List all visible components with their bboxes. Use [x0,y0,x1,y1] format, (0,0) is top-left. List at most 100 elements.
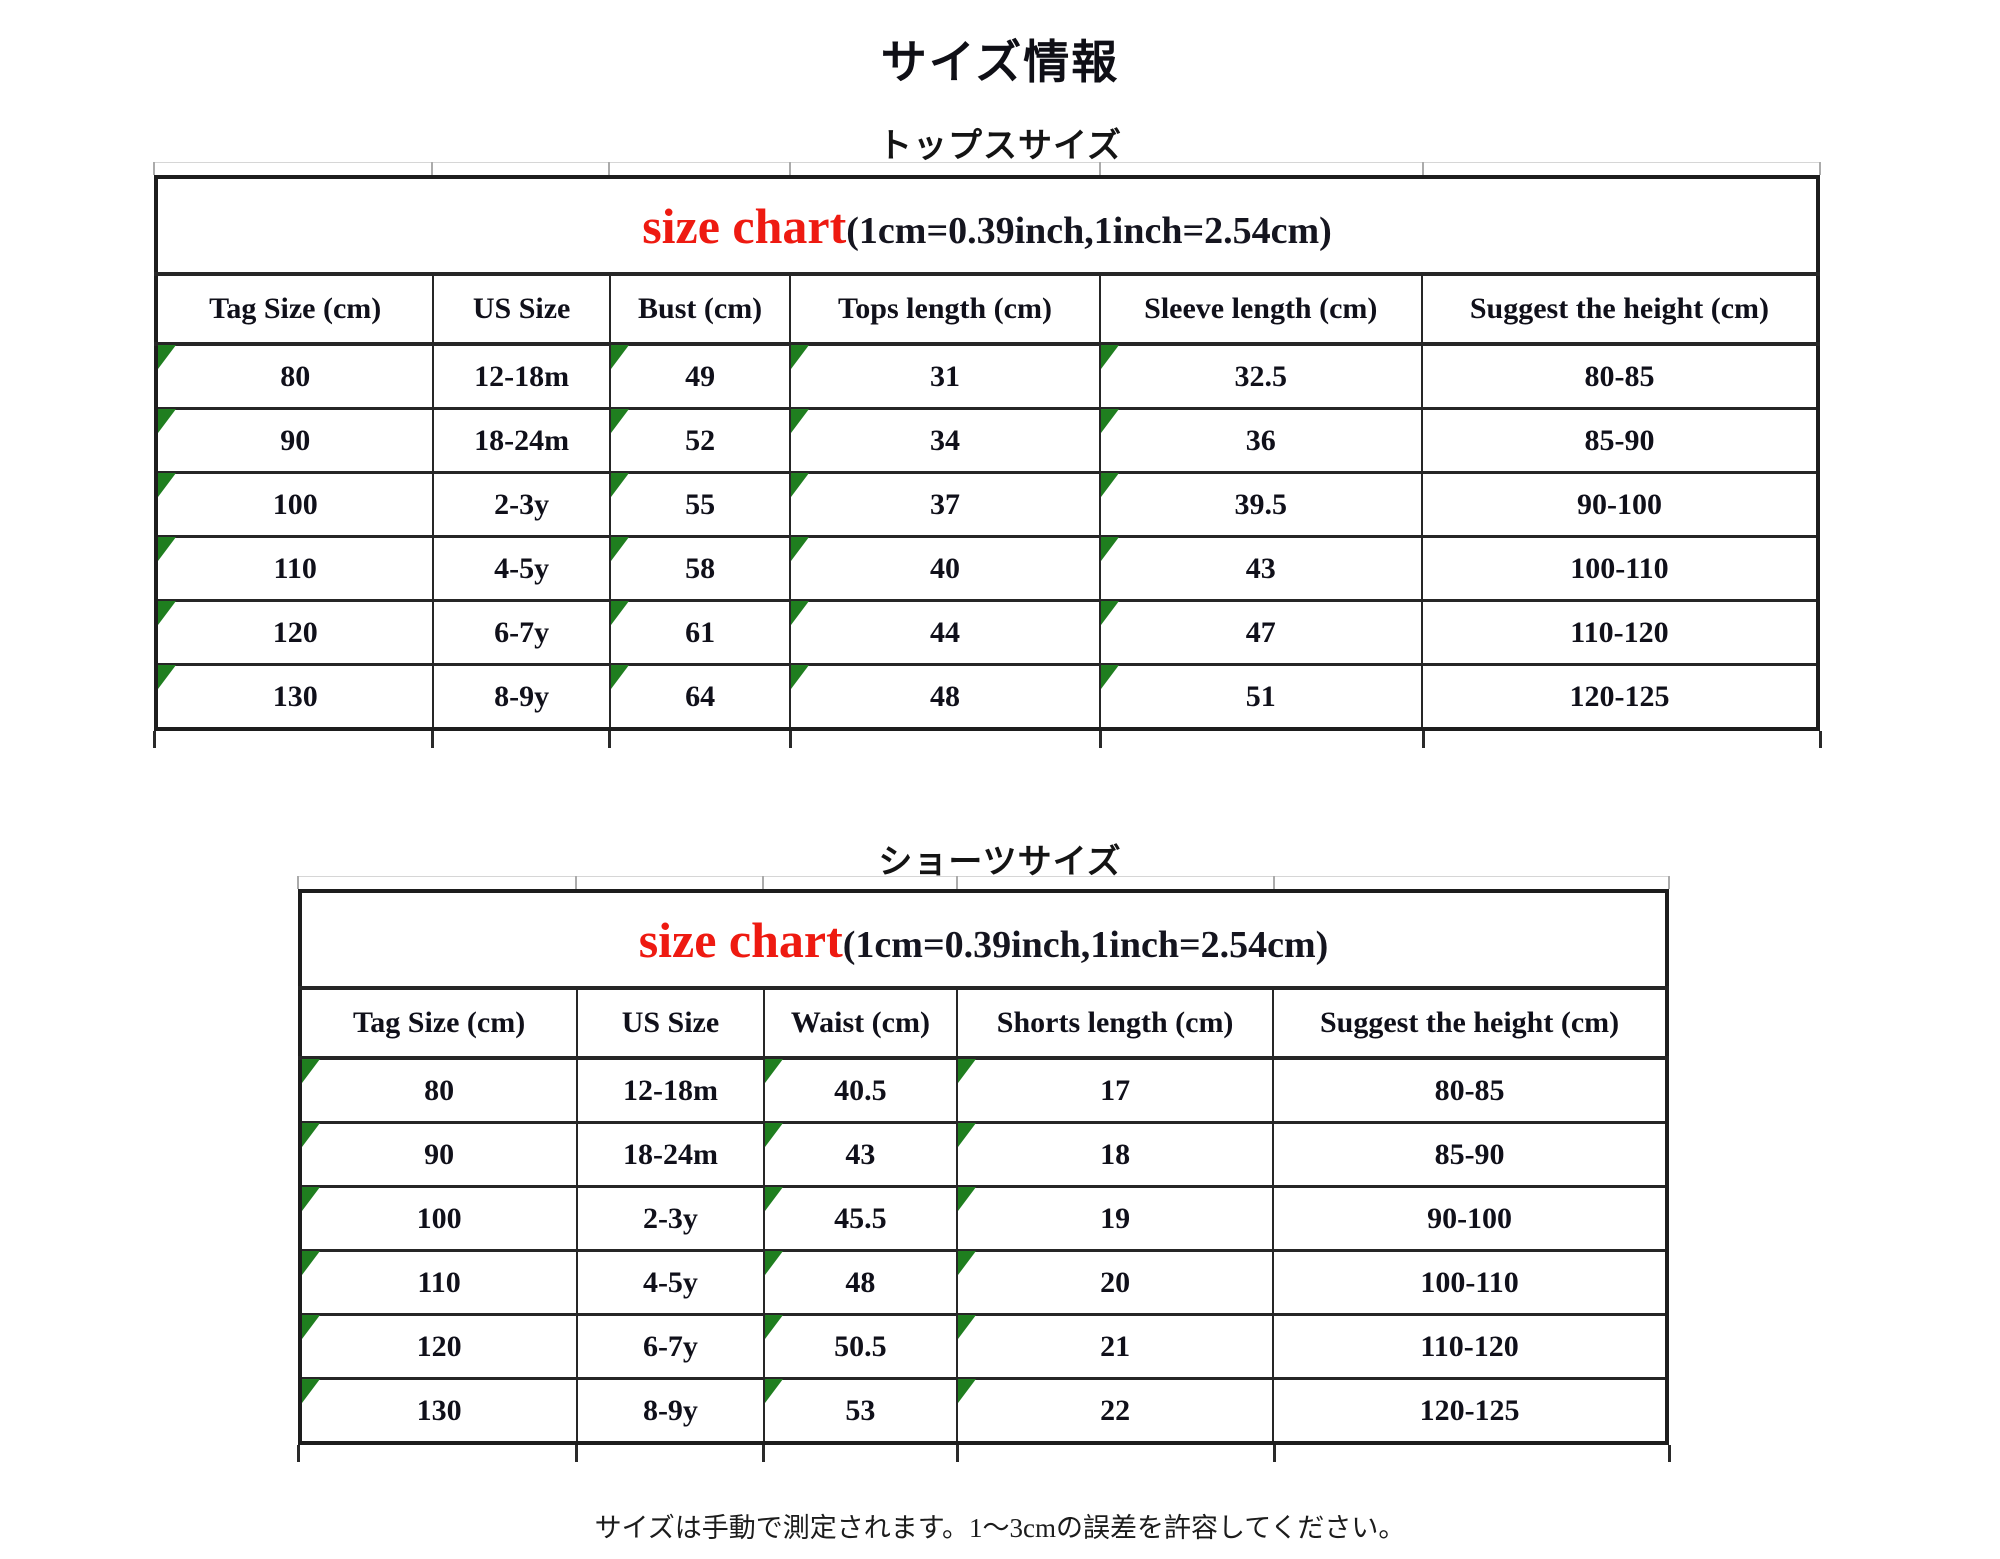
size-value-cell: 32.5 [1098,342,1423,410]
cut-row-border-stub [431,731,435,748]
size-value-cell: 110 [298,1249,579,1316]
green-corner-marker-icon [302,1379,320,1403]
size-value: 110 [417,1265,461,1299]
gridline-tick [762,876,765,889]
size-value-cell: 90 [298,1121,579,1188]
column-header: US Size [432,272,611,346]
size-value: 17 [1100,1073,1131,1107]
table-row: 120 6-7y 61 44 47 110-120 [154,599,1820,666]
green-corner-marker-icon [158,473,176,497]
table-header-row: Tag Size (cm) US Size Bust (cm) Tops length… [154,272,1820,346]
size-value: 80 [424,1073,455,1107]
size-value-cell: 85-90 [1272,1121,1668,1188]
cut-row-border-stub [1273,1445,1276,1462]
size-value: 100-110 [1420,1265,1519,1299]
size-value: 64 [685,679,716,713]
size-value-cell: 49 [608,342,792,410]
size-value-cell: 100-110 [1272,1249,1668,1316]
gridline-tick [1819,162,1821,175]
green-corner-marker-icon [764,1059,783,1083]
size-value-cell: 44 [789,599,1101,666]
green-corner-marker-icon [791,537,810,561]
size-value-cell: 80-85 [1272,1056,1668,1124]
size-value: 58 [685,551,716,585]
size-value-cell: 110 [154,535,435,602]
green-corner-marker-icon [610,345,629,369]
size-value-cell: 12-18m [576,1056,765,1124]
size-value-cell: 52 [608,407,792,474]
page-title: サイズ情報 [880,37,1120,88]
gridline-tick [607,162,610,175]
green-corner-marker-icon [302,1315,320,1339]
green-corner-marker-icon [1100,409,1119,433]
size-value-cell: 37 [789,471,1101,538]
size-value-cell: 80-85 [1420,342,1820,410]
size-value-cell: 4-5y [432,535,611,602]
cut-row-border-stub [297,1445,300,1462]
size-value-cell: 34 [789,407,1101,474]
table-row: 90 18-24m 43 18 85-90 [298,1121,1668,1188]
size-value-cell: 43 [1098,535,1423,602]
size-value: 120-125 [1569,679,1670,713]
size-value-cell: 90-100 [1272,1185,1668,1252]
green-corner-marker-icon [610,665,629,689]
size-value: 2-3y [494,487,550,521]
table-row: 90 18-24m 52 34 36 85-90 [154,407,1820,474]
size-value: 130 [272,679,318,713]
size-value-cell: 110-120 [1272,1313,1668,1380]
green-corner-marker-icon [302,1123,320,1147]
column-header: Bust (cm) [608,272,792,346]
green-corner-marker-icon [158,601,176,625]
size-value: 51 [1245,679,1276,713]
chart-unit-conversion-text: (1cm=0.39inch,1inch=2.54cm) [846,209,1332,252]
column-header: Tag Size (cm) [298,986,579,1060]
gridline-tick [1098,162,1101,175]
green-corner-marker-icon [1100,665,1119,689]
size-value: 20 [1100,1265,1131,1299]
chart-title-cell: size chart(1cm=0.39inch,1inch=2.54cm) [155,175,1819,276]
size-value-cell: 31 [789,342,1101,410]
cut-row-border-stub [1819,731,1822,748]
size-value: 43 [845,1137,876,1171]
size-value: 6-7y [494,615,550,649]
table-row: 120 6-7y 50.5 21 110-120 [298,1313,1668,1380]
cut-row-border-stub [1421,731,1425,748]
size-value: 48 [845,1265,876,1299]
size-value: 21 [1100,1329,1131,1363]
cut-row-border-stub [788,731,792,748]
size-value: 34 [930,423,960,457]
size-value-cell: 85-90 [1420,407,1820,474]
size-value: 31 [930,359,960,393]
green-corner-marker-icon [158,409,176,433]
size-value-cell: 17 [956,1056,1275,1124]
size-value-cell: 120 [298,1313,579,1380]
cut-row-border-stub [153,731,156,748]
size-value: 4-5y [494,551,550,585]
size-value-cell: 50.5 [762,1313,959,1380]
size-value-cell: 18-24m [576,1121,765,1188]
green-corner-marker-icon [791,409,810,433]
size-value: 52 [685,423,716,457]
size-value: 120 [272,615,318,649]
size-value: 39.5 [1234,487,1288,521]
size-value-cell: 12-18m [432,342,611,410]
size-value: 12-18m [474,359,570,393]
green-corner-marker-icon [791,665,810,689]
size-value: 36 [1245,423,1276,457]
size-value-cell: 6-7y [576,1313,765,1380]
chart-title-cell: size chart(1cm=0.39inch,1inch=2.54cm) [299,889,1668,990]
size-value: 90-100 [1576,487,1662,521]
size-value-cell: 80 [154,342,435,410]
green-corner-marker-icon [610,409,629,433]
size-value: 61 [685,615,716,649]
green-corner-marker-icon [302,1187,320,1211]
table-header-row: Tag Size (cm) US Size Waist (cm) Shorts len… [298,986,1668,1060]
column-header: Tag Size (cm) [154,272,435,346]
size-value-cell: 120 [154,599,435,666]
cut-row-border-stub [762,1445,766,1462]
size-value: 40.5 [834,1073,887,1107]
gridline-remnant [298,876,1669,877]
size-value-cell: 110-120 [1420,599,1820,666]
green-corner-marker-icon [1100,537,1119,561]
